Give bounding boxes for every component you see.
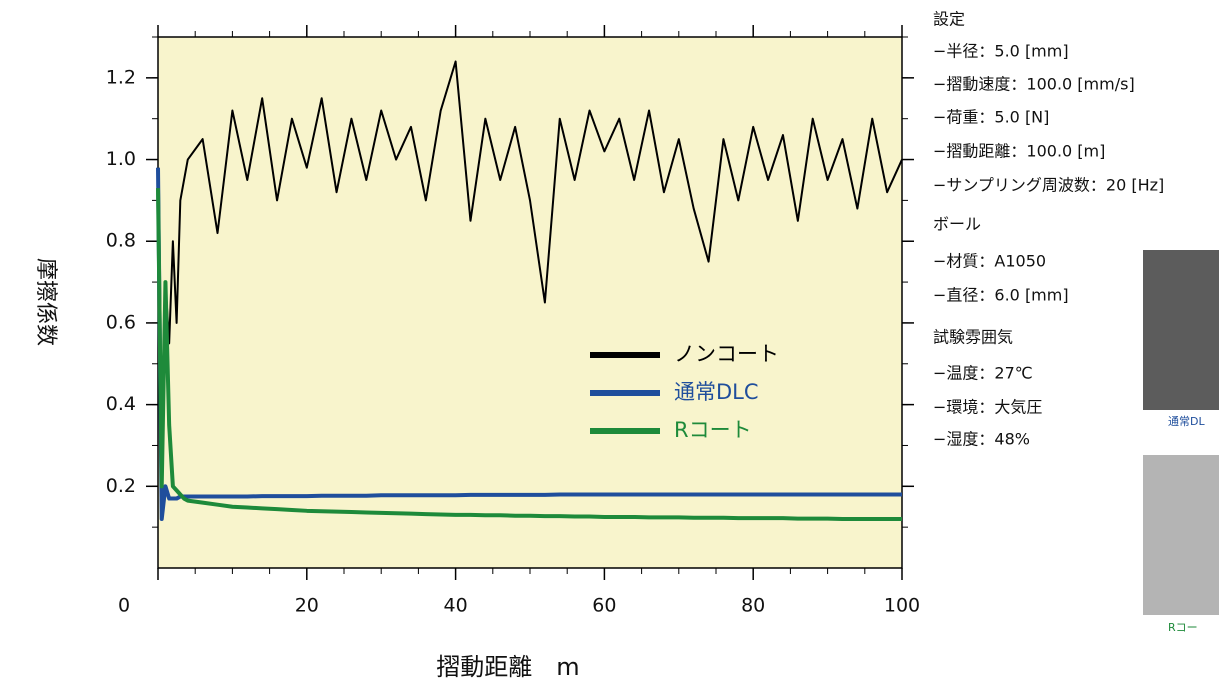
x-tick-label: 20 (295, 595, 319, 617)
y-tick-label: 1.0 (106, 148, 136, 170)
series-line (156, 167, 902, 521)
settings-line: −摺動距離：100.0 [m] (933, 142, 1105, 161)
settings-line: −温度：27℃ (933, 364, 1033, 383)
settings-line: −半径：5.0 [mm] (933, 42, 1069, 61)
settings-line: −摺動速度：100.0 [mm/s] (933, 75, 1135, 94)
legend-label: Rコート (674, 418, 752, 442)
settings-line: −直径：6.0 [mm] (933, 286, 1069, 305)
y-tick-label: 0.2 (106, 475, 136, 497)
y-tick-label: 1.2 (106, 66, 136, 88)
settings-line: −荷重：5.0 [N] (933, 108, 1049, 127)
photo-caption: Rコー (1168, 621, 1198, 634)
settings-line: −材質：A1050 (933, 252, 1046, 271)
settings-line: −サンプリング周波数：20 [Hz] (933, 176, 1164, 195)
sample-photo (1143, 455, 1219, 615)
series-line (156, 188, 902, 521)
x-tick-label: 0 (118, 595, 130, 617)
x-tick-label: 80 (741, 595, 765, 617)
x-tick-label: 100 (884, 595, 920, 617)
y-axis-label: 摩擦係数 (33, 258, 58, 346)
legend-label: 通常DLC (674, 380, 759, 404)
settings-line: ボール (933, 215, 981, 234)
legend-label: ノンコート (674, 342, 779, 366)
settings-line: 試験雰囲気 (933, 328, 1013, 347)
settings-line: −湿度：48% (933, 430, 1030, 449)
sample-photo (1143, 250, 1219, 410)
y-tick-label: 0.4 (106, 393, 136, 415)
plot-area (157, 36, 903, 569)
y-tick-label: 0.6 (106, 311, 136, 333)
settings-line: −環境：大気圧 (933, 398, 1042, 417)
settings-line: 設定 (933, 10, 965, 29)
photo-caption: 通常DL (1168, 415, 1205, 428)
y-tick-label: 0.8 (106, 230, 136, 252)
x-axis-label: 摺動距離 m (436, 653, 579, 681)
series-line (157, 60, 903, 447)
x-tick-label: 60 (592, 595, 616, 617)
x-tick-label: 40 (444, 595, 468, 617)
